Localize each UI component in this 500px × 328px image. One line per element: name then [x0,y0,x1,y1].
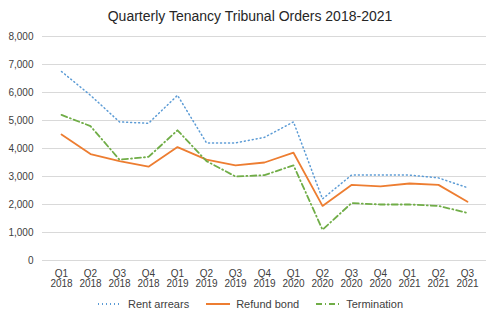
svg-text:Q22019: Q22019 [195,268,218,289]
svg-text:Q32021: Q32021 [456,268,479,289]
svg-text:7,000: 7,000 [8,59,33,70]
svg-text:Q12018: Q12018 [50,268,73,289]
svg-text:Q32019: Q32019 [224,268,247,289]
svg-text:Q22018: Q22018 [79,268,102,289]
svg-text:Q42020: Q42020 [369,268,392,289]
svg-text:Q12020: Q12020 [282,268,305,289]
svg-text:Q12019: Q12019 [166,268,189,289]
svg-text:3,000: 3,000 [8,171,33,182]
svg-text:8,000: 8,000 [8,31,33,42]
svg-text:2,000: 2,000 [8,199,33,210]
svg-text:6,000: 6,000 [8,87,33,98]
svg-text:Q12021: Q12021 [398,268,421,289]
svg-text:Q22021: Q22021 [427,268,450,289]
svg-text:Q32020: Q32020 [340,268,363,289]
svg-text:Q32018: Q32018 [108,268,131,289]
svg-text:5,000: 5,000 [8,115,33,126]
html-text:Quarterly Tenancy Tribunal Ord: Quarterly Tenancy Tribunal Orders 2018-2… [107,8,393,24]
svg-text:Q42019: Q42019 [253,268,276,289]
html-text:Rent arrears: Rent arrears [128,298,190,310]
svg-text:Q42018: Q42018 [137,268,160,289]
html-text:Termination: Termination [346,298,403,310]
svg-text:0: 0 [28,255,34,266]
svg-text:Q22020: Q22020 [311,268,334,289]
svg-text:1,000: 1,000 [8,227,33,238]
svg-text:4,000: 4,000 [8,143,33,154]
html-text:Refund bond: Refund bond [236,298,300,310]
